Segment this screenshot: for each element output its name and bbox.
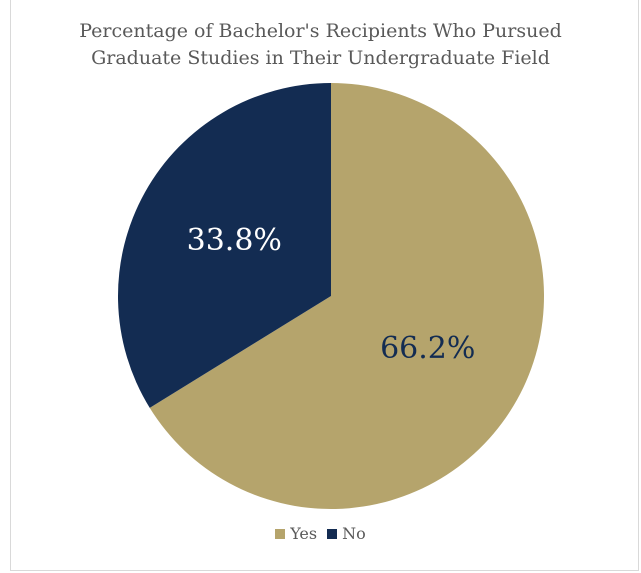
legend-swatch-yes: [275, 528, 286, 539]
pie-slice-no: [117, 82, 331, 408]
data-label-yes: 66.2%: [380, 331, 475, 366]
chart-title: Percentage of Bachelor's Recipients Who …: [0, 18, 641, 72]
legend-label-no: No: [342, 524, 366, 543]
legend-item-no: No: [327, 524, 366, 543]
data-label-no: 33.8%: [187, 223, 282, 258]
legend-swatch-no: [327, 528, 338, 539]
chart-title-line-2: Graduate Studies in Their Undergraduate …: [91, 47, 550, 69]
chart-title-line-1: Percentage of Bachelor's Recipients Who …: [79, 20, 562, 42]
legend-item-yes: Yes: [275, 524, 317, 543]
legend: Yes No: [0, 524, 641, 543]
legend-label-yes: Yes: [290, 524, 318, 543]
pie-slice-yes: [149, 83, 544, 509]
